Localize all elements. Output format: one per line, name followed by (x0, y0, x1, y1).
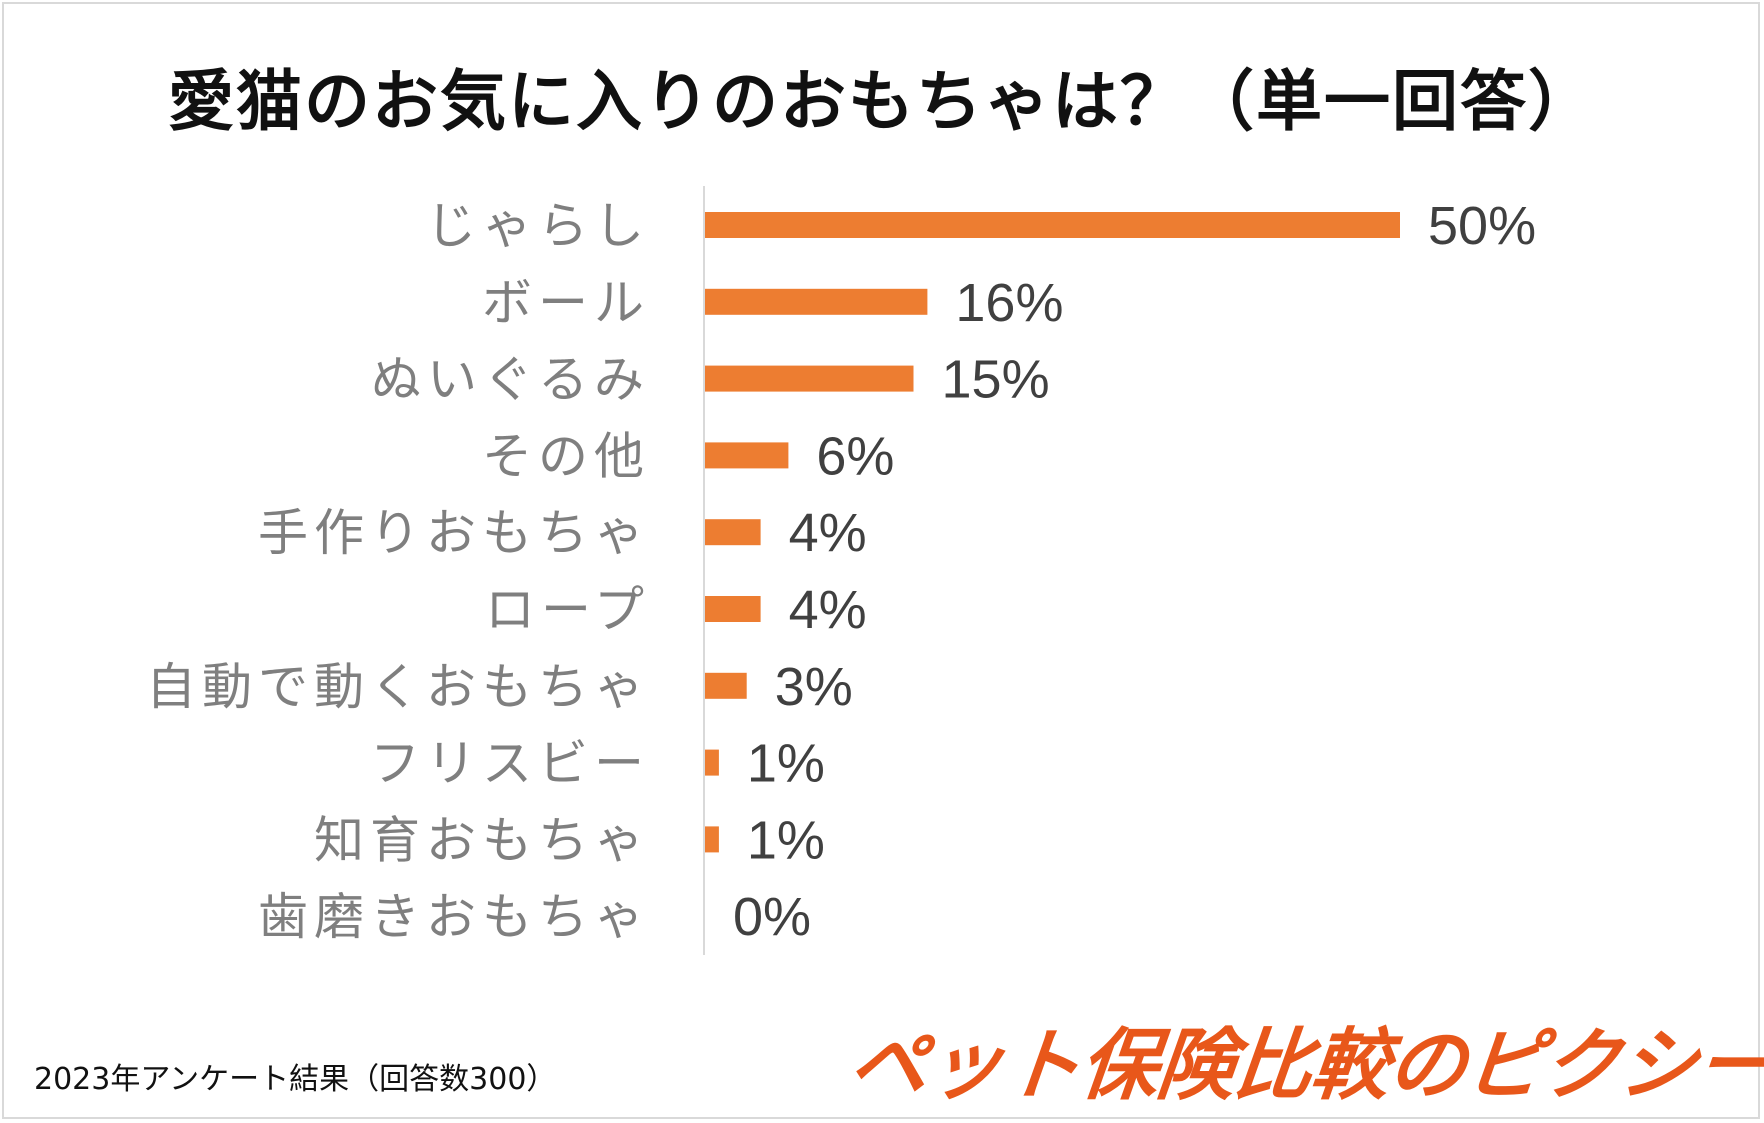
bar (705, 288, 928, 315)
data-label: 0% (733, 887, 811, 947)
category-label: 手作りおもちゃ (258, 504, 650, 562)
data-label: 16% (955, 273, 1063, 333)
bar (705, 442, 789, 469)
bar (705, 672, 747, 699)
category-label: フリスビー (370, 735, 650, 793)
data-label: 1% (747, 810, 825, 870)
category-label: 歯磨きおもちゃ (258, 888, 650, 946)
category-label: その他 (482, 427, 650, 485)
category-label: ロープ (485, 581, 650, 639)
bar (705, 596, 761, 622)
chart-title: 愛猫のお気に入りのおもちゃは？（単一回答） (168, 63, 1596, 140)
category-label: 自動で動くおもちゃ (146, 658, 650, 716)
bar (705, 519, 761, 546)
data-label: 50% (1428, 196, 1536, 256)
bar (705, 826, 719, 853)
category-label: 知育おもちゃ (314, 811, 650, 869)
data-label: 3% (775, 657, 853, 717)
bar (705, 749, 719, 776)
category-label: ボール (482, 274, 650, 332)
footnote: 2023年アンケート結果（回答数300） (34, 1062, 557, 1097)
bar (705, 212, 1400, 238)
data-label: 6% (816, 426, 894, 486)
data-label: 4% (789, 580, 867, 640)
bar (705, 365, 914, 392)
brand-logo: ペット保険比較のピクシー (844, 1021, 1764, 1111)
data-label: 4% (789, 503, 867, 563)
category-label: じゃらし (426, 197, 650, 255)
data-label: 1% (747, 734, 825, 794)
data-label: 15% (942, 350, 1050, 410)
category-label: ぬいぐるみ (371, 351, 650, 409)
